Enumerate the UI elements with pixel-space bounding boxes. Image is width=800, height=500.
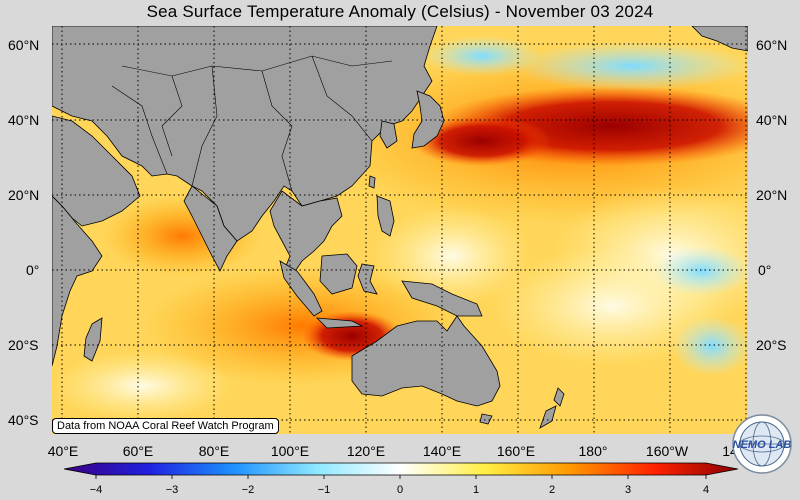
lat-label-20n-left: 20°N — [8, 187, 40, 203]
lat-label-40n-left: 40°N — [8, 112, 40, 128]
data-credit-label: Data from NOAA Coral Reef Watch Program — [52, 418, 279, 434]
land-philippines — [376, 195, 395, 237]
land-australia — [351, 315, 501, 407]
globe-logo-icon: NEMO LAB — [731, 413, 793, 475]
land-sulawesi — [357, 263, 378, 295]
land-taiwan — [368, 175, 376, 189]
lon-label-120e: 120°E — [346, 443, 386, 459]
colorbar-tick-label-neg1: −1 — [317, 484, 331, 496]
land-java — [315, 317, 364, 329]
land-india — [183, 185, 238, 272]
logo-text: NEMO LAB — [733, 439, 792, 451]
lat-label-eq-right: 0° — [758, 262, 772, 278]
lat-label-40n-right: 40°N — [756, 112, 788, 128]
land-masses — [52, 26, 748, 429]
lat-label-60n-right: 60°N — [756, 37, 788, 53]
colorbar-tick-label-3: 3 — [624, 484, 632, 496]
lon-label-160e: 160°E — [496, 443, 536, 459]
colorbar-tick-label-neg4: −4 — [89, 484, 103, 496]
colorbar-ticks — [95, 475, 707, 479]
colorbar-tick-label-2: 2 — [548, 484, 556, 496]
land-africa — [52, 195, 103, 367]
land-asia — [52, 26, 438, 242]
land-new-guinea — [401, 280, 483, 317]
lon-label-140e: 140°E — [422, 443, 462, 459]
colorbar-graphic — [63, 462, 739, 479]
lat-label-20n-right: 20°N — [756, 187, 788, 203]
colorbar-tick-label-neg2: −2 — [241, 484, 255, 496]
colorbar — [0, 460, 800, 500]
colorbar-tick-label-neg3: −3 — [165, 484, 179, 496]
lat-label-60n-left: 60°N — [8, 37, 40, 53]
land-new-zealand — [553, 387, 565, 407]
lon-label-40e: 40°E — [47, 443, 79, 459]
lat-label-40s-left: 40°S — [8, 412, 39, 428]
land-borneo — [319, 253, 358, 295]
land-alaska — [691, 26, 748, 52]
colorbar-tick-label-1: 1 — [472, 484, 480, 496]
land-tasmania — [479, 413, 493, 425]
colorbar-tick-label-0: 0 — [396, 484, 404, 496]
graticule — [52, 26, 748, 434]
sst-anomaly-map — [52, 26, 748, 434]
lat-label-20s-left: 20°S — [8, 337, 39, 353]
lat-label-20s-right: 20°S — [756, 337, 787, 353]
land-korea — [379, 120, 398, 149]
lon-label-60e: 60°E — [122, 443, 154, 459]
land-indochina — [269, 190, 343, 277]
colorbar-ramp — [63, 462, 739, 476]
land-madagascar — [83, 317, 103, 362]
colorbar-tick-label-4: 4 — [702, 484, 710, 496]
lon-label-160w: 160°W — [645, 443, 689, 459]
lat-label-eq-left: 0° — [26, 262, 40, 278]
land-japan — [411, 90, 445, 149]
lon-label-80e: 80°E — [198, 443, 230, 459]
country-borders — [111, 55, 393, 192]
lon-label-180: 180° — [578, 443, 608, 459]
map-canvas — [52, 26, 748, 434]
map-title: Sea Surface Temperature Anomaly (Celsius… — [146, 2, 654, 21]
lon-label-100e: 100°E — [270, 443, 310, 459]
land-new-zealand-south — [539, 405, 557, 429]
